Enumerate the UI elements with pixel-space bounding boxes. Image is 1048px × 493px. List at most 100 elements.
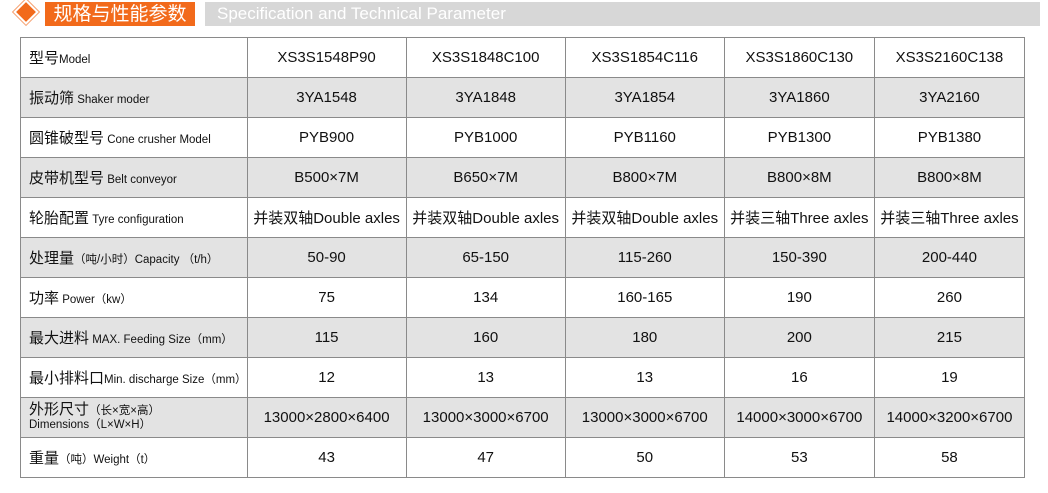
table-cell: 并装双轴Double axles: [564, 197, 725, 238]
table-cell: PYB1000: [405, 117, 566, 158]
table-row: 处理量（吨/小时）Capacity （t/h） 50-90 65-150 115-26…: [20, 237, 1026, 278]
table-cell: 180: [564, 317, 725, 358]
row-label: 振动筛 Shaker moder: [20, 77, 248, 118]
table-row: 功率 Power（kw） 75 134 160-165 190 260: [20, 277, 1026, 318]
table-cell: PYB900: [246, 117, 407, 158]
table-cell: 3YA1860: [723, 77, 875, 118]
table-cell: 16: [723, 357, 875, 398]
table-cell: 115-260: [564, 237, 725, 278]
table-row: 型号Model XS3S1548P90 XS3S1848C100 XS3S1854C1…: [20, 37, 1026, 78]
table-cell: 14000×3200×6700: [873, 397, 1026, 438]
label-en: Power（kw）: [59, 294, 132, 306]
table-cell: 200: [723, 317, 875, 358]
label-cn: 外形尺寸: [29, 401, 90, 418]
table-cell: 并装双轴Double axles: [246, 197, 407, 238]
label-cn: 最大进料: [29, 330, 90, 347]
table-cell: 190: [723, 277, 875, 318]
table-cell: 215: [873, 317, 1026, 358]
spec-table: 型号Model XS3S1548P90 XS3S1848C100 XS3S1854C1…: [20, 37, 1026, 478]
table-row: 皮带机型号 Belt conveyor B500×7M B650×7M B800×7M…: [20, 157, 1026, 198]
table-cell: B800×8M: [723, 157, 875, 198]
label-en2: Dimensions（L×W×H）: [29, 419, 152, 431]
label-cn: 圆锥破型号: [29, 130, 105, 147]
table-cell: 3YA1548: [246, 77, 407, 118]
label-en: （吨/小时）Capacity （t/h）: [74, 254, 219, 266]
section-title-en: Specification and Technical Parameter: [205, 2, 1040, 26]
table-cell: B500×7M: [246, 157, 407, 198]
table-cell: 65-150: [405, 237, 566, 278]
label-en: Shaker moder: [74, 94, 150, 106]
table-row: 重量（吨）Weight（t） 43 47 50 53 58: [20, 437, 1026, 478]
row-label: 皮带机型号 Belt conveyor: [20, 157, 248, 198]
table-cell: 14000×3000×6700: [723, 397, 875, 438]
label-en: （长×宽×高）: [89, 405, 160, 417]
label-cn: 最小排料口: [29, 370, 105, 387]
table-cell: XS3S1848C100: [405, 37, 566, 78]
table-cell: 200-440: [873, 237, 1026, 278]
label-en: Tyre configuration: [89, 214, 184, 226]
table-cell: 12: [246, 357, 407, 398]
row-label: 处理量（吨/小时）Capacity （t/h）: [20, 237, 248, 278]
table-cell: 13: [564, 357, 725, 398]
label-en: Model: [59, 54, 91, 66]
diamond-icon: [16, 2, 36, 22]
table-row: 圆锥破型号 Cone crusher Model PYB900 PYB1000 PYB…: [20, 117, 1026, 158]
table-cell: 58: [873, 437, 1026, 478]
table-cell: B800×7M: [564, 157, 725, 198]
table-cell: 3YA1854: [564, 77, 725, 118]
table-cell: 75: [246, 277, 407, 318]
row-label: 外形尺寸（长×宽×高） Dimensions（L×W×H）: [20, 397, 248, 438]
row-label: 最大进料 MAX. Feeding Size（mm）: [20, 317, 248, 358]
table-cell: 53: [723, 437, 875, 478]
table-cell: 43: [246, 437, 407, 478]
table-cell: B800×8M: [873, 157, 1026, 198]
row-label: 重量（吨）Weight（t）: [20, 437, 248, 478]
table-row: 最小排料口Min. discharge Size（mm） 12 13 13 16 19: [20, 357, 1026, 398]
label-cn: 功率: [29, 290, 60, 307]
table-cell: 150-390: [723, 237, 875, 278]
label-en: Belt conveyor: [104, 174, 177, 186]
table-cell: 19: [873, 357, 1026, 398]
table-cell: XS3S1548P90: [246, 37, 407, 78]
table-cell: 13000×3000×6700: [564, 397, 725, 438]
table-cell: 160: [405, 317, 566, 358]
table-row: 振动筛 Shaker moder 3YA1548 3YA1848 3YA1854 3YA…: [20, 77, 1026, 118]
table-cell: 50: [564, 437, 725, 478]
row-label: 功率 Power（kw）: [20, 277, 248, 318]
label-cn: 轮胎配置: [29, 210, 90, 227]
row-label: 轮胎配置 Tyre configuration: [20, 197, 248, 238]
table-cell: 13: [405, 357, 566, 398]
table-cell: XS3S2160C138: [873, 37, 1026, 78]
label-en: Cone crusher Model: [104, 134, 211, 146]
table-cell: 13000×3000×6700: [405, 397, 566, 438]
table-cell: 3YA2160: [873, 77, 1026, 118]
label-en: （吨）Weight（t）: [59, 454, 156, 466]
table-cell: XS3S1854C116: [564, 37, 725, 78]
table-cell: 13000×2800×6400: [246, 397, 407, 438]
table-row: 外形尺寸（长×宽×高） Dimensions（L×W×H） 13000×2800×6…: [20, 397, 1026, 438]
row-label: 最小排料口Min. discharge Size（mm）: [20, 357, 248, 398]
label-cn: 型号: [29, 50, 60, 67]
table-cell: 47: [405, 437, 566, 478]
row-label: 型号Model: [20, 37, 248, 78]
label-cn: 重量: [29, 450, 60, 467]
table-row: 最大进料 MAX. Feeding Size（mm） 115 160 180 200 21…: [20, 317, 1026, 358]
table-cell: 115: [246, 317, 407, 358]
table-cell: PYB1380: [873, 117, 1026, 158]
table-cell: PYB1300: [723, 117, 875, 158]
table-row: 轮胎配置 Tyre configuration 并装双轴Double axles 并…: [20, 197, 1026, 238]
table-cell: 260: [873, 277, 1026, 318]
label-cn: 皮带机型号: [29, 170, 105, 187]
table-cell: PYB1160: [564, 117, 725, 158]
table-cell: 50-90: [246, 237, 407, 278]
label-cn: 振动筛: [29, 90, 75, 107]
section-title-cn: 规格与性能参数表: [45, 2, 195, 49]
label-en: MAX. Feeding Size（mm）: [89, 334, 233, 346]
table-cell: 134: [405, 277, 566, 318]
table-cell: 3YA1848: [405, 77, 566, 118]
label-cn: 处理量: [29, 250, 75, 267]
table-cell: B650×7M: [405, 157, 566, 198]
row-label: 圆锥破型号 Cone crusher Model: [20, 117, 248, 158]
label-en: Min. discharge Size（mm）: [104, 374, 247, 386]
table-cell: 并装双轴Double axles: [405, 197, 566, 238]
